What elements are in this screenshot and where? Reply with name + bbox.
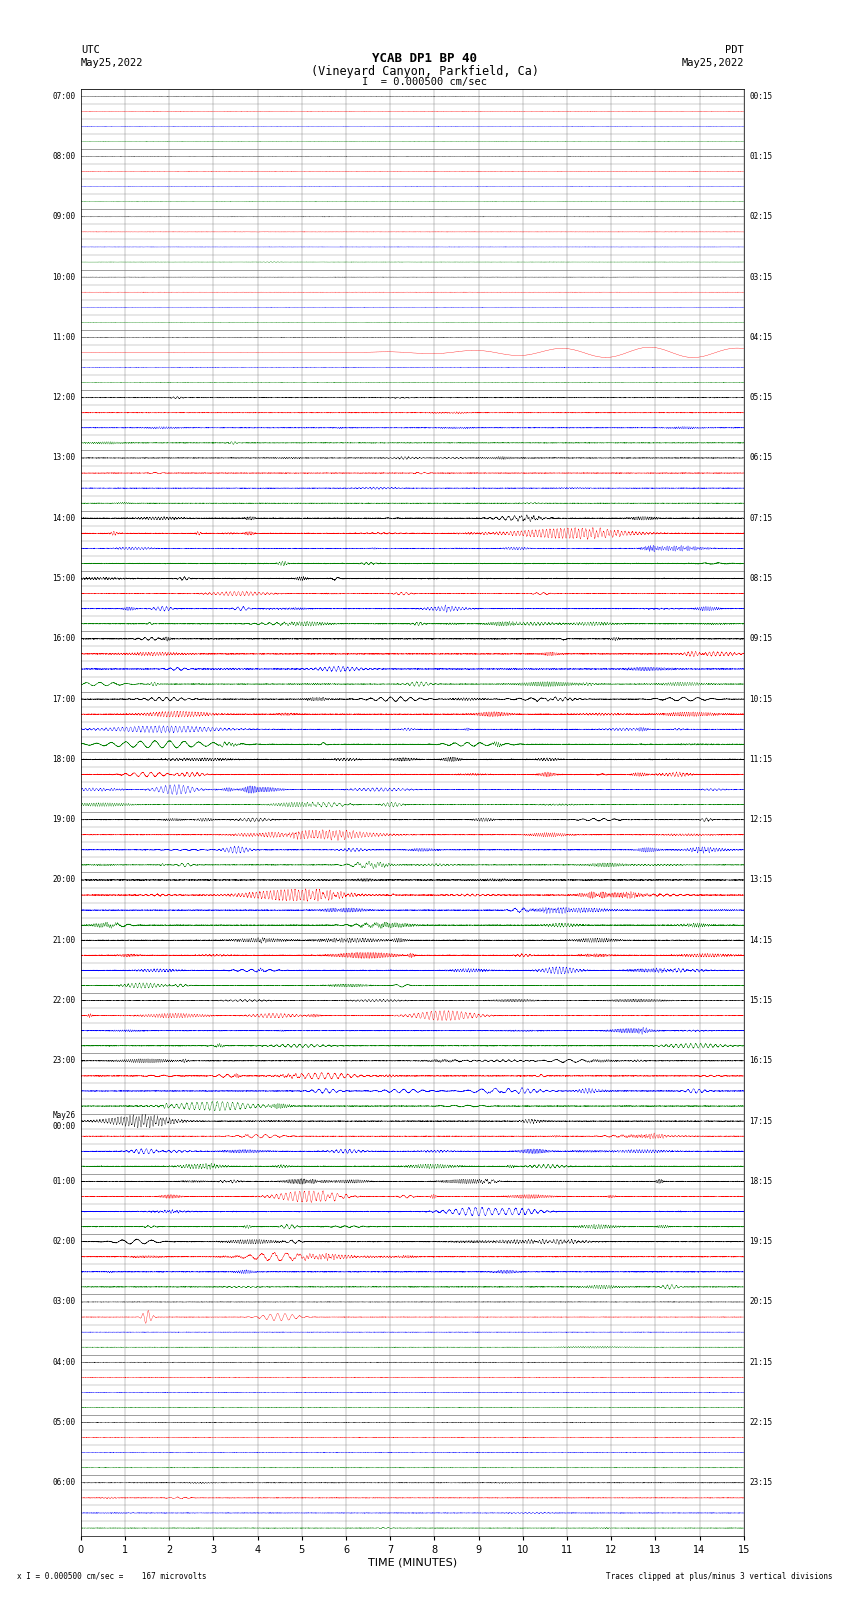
Text: 15:00: 15:00	[53, 574, 76, 582]
Text: 00:15: 00:15	[749, 92, 772, 100]
Text: 17:15: 17:15	[749, 1116, 772, 1126]
Text: 04:15: 04:15	[749, 332, 772, 342]
Text: 02:15: 02:15	[749, 213, 772, 221]
Text: Traces clipped at plus/minus 3 vertical divisions: Traces clipped at plus/minus 3 vertical …	[606, 1571, 833, 1581]
Text: 09:00: 09:00	[53, 213, 76, 221]
Text: 15:15: 15:15	[749, 997, 772, 1005]
Text: 14:15: 14:15	[749, 936, 772, 945]
Text: 18:15: 18:15	[749, 1177, 772, 1186]
Text: 20:15: 20:15	[749, 1297, 772, 1307]
Text: 13:15: 13:15	[749, 876, 772, 884]
Text: YCAB DP1 BP 40: YCAB DP1 BP 40	[372, 52, 478, 65]
Text: (Vineyard Canyon, Parkfield, Ca): (Vineyard Canyon, Parkfield, Ca)	[311, 65, 539, 77]
Text: PDT: PDT	[725, 45, 744, 55]
Text: 22:15: 22:15	[749, 1418, 772, 1428]
Text: 23:15: 23:15	[749, 1479, 772, 1487]
Text: 01:15: 01:15	[749, 152, 772, 161]
Text: 09:15: 09:15	[749, 634, 772, 644]
Text: May25,2022: May25,2022	[681, 58, 744, 68]
Text: 17:00: 17:00	[53, 695, 76, 703]
Text: 03:00: 03:00	[53, 1297, 76, 1307]
Text: 21:15: 21:15	[749, 1358, 772, 1366]
Text: 14:00: 14:00	[53, 515, 76, 523]
Text: 16:15: 16:15	[749, 1057, 772, 1065]
Text: 06:15: 06:15	[749, 453, 772, 463]
Text: 22:00: 22:00	[53, 997, 76, 1005]
Text: May25,2022: May25,2022	[81, 58, 144, 68]
Text: 06:00: 06:00	[53, 1479, 76, 1487]
Text: 11:00: 11:00	[53, 332, 76, 342]
X-axis label: TIME (MINUTES): TIME (MINUTES)	[368, 1558, 456, 1568]
Text: 12:00: 12:00	[53, 394, 76, 402]
Text: 04:00: 04:00	[53, 1358, 76, 1366]
Text: I  = 0.000500 cm/sec: I = 0.000500 cm/sec	[362, 77, 488, 87]
Text: 10:00: 10:00	[53, 273, 76, 282]
Text: 10:15: 10:15	[749, 695, 772, 703]
Text: 02:00: 02:00	[53, 1237, 76, 1247]
Text: 20:00: 20:00	[53, 876, 76, 884]
Text: x I = 0.000500 cm/sec =    167 microvolts: x I = 0.000500 cm/sec = 167 microvolts	[17, 1571, 207, 1581]
Text: 16:00: 16:00	[53, 634, 76, 644]
Text: May26
00:00: May26 00:00	[53, 1111, 76, 1131]
Text: 19:15: 19:15	[749, 1237, 772, 1247]
Text: 18:00: 18:00	[53, 755, 76, 765]
Text: 05:15: 05:15	[749, 394, 772, 402]
Text: 21:00: 21:00	[53, 936, 76, 945]
Text: 03:15: 03:15	[749, 273, 772, 282]
Text: 08:00: 08:00	[53, 152, 76, 161]
Text: 01:00: 01:00	[53, 1177, 76, 1186]
Text: 07:00: 07:00	[53, 92, 76, 100]
Text: 12:15: 12:15	[749, 815, 772, 824]
Text: 08:15: 08:15	[749, 574, 772, 582]
Text: 19:00: 19:00	[53, 815, 76, 824]
Text: UTC: UTC	[81, 45, 99, 55]
Text: 23:00: 23:00	[53, 1057, 76, 1065]
Text: 11:15: 11:15	[749, 755, 772, 765]
Text: 13:00: 13:00	[53, 453, 76, 463]
Text: 05:00: 05:00	[53, 1418, 76, 1428]
Text: 07:15: 07:15	[749, 515, 772, 523]
